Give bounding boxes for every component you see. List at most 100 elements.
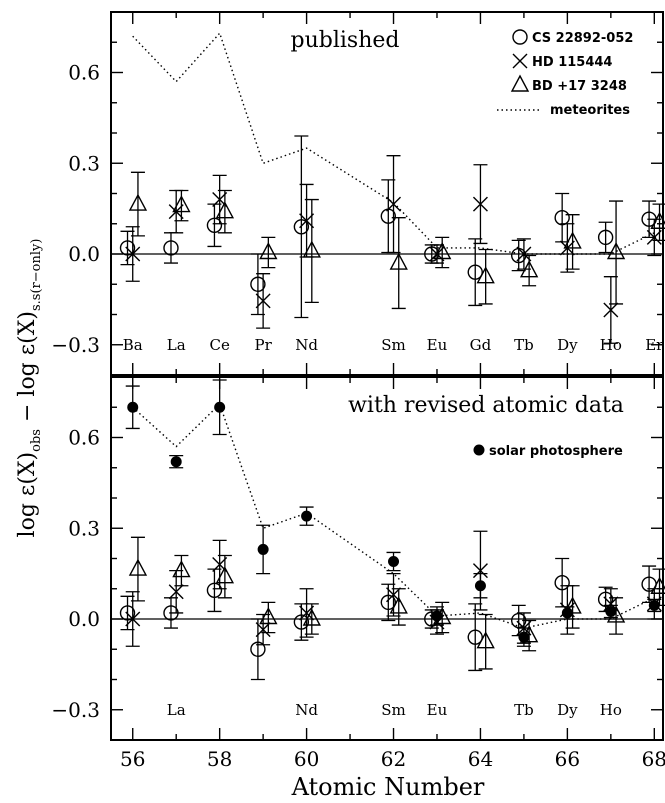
data-point	[259, 606, 278, 625]
panel-title: published	[291, 28, 400, 53]
error-bar	[391, 217, 406, 310]
data-point	[125, 611, 141, 627]
series-cs-22892-052	[119, 135, 657, 319]
element-label: Gd	[470, 336, 492, 354]
x-tick-label: 56	[120, 747, 145, 771]
data-point	[302, 240, 321, 258]
element-label: Er	[645, 336, 664, 354]
data-point	[606, 242, 626, 260]
legend-label: solar photosphere	[489, 444, 623, 459]
error-bar	[217, 189, 232, 234]
element-label: Ho	[600, 336, 622, 354]
element-label: Eu	[427, 701, 448, 719]
data-point	[519, 625, 539, 643]
y-axis-title-subscript: obs	[29, 429, 44, 452]
data-point	[214, 401, 226, 413]
error-bar	[652, 203, 665, 242]
element-label: Pr	[254, 336, 272, 354]
data-point	[472, 196, 488, 212]
data-point	[250, 276, 266, 292]
data-point	[467, 629, 483, 645]
y-tick-label: 0.6	[68, 426, 100, 450]
data-point	[163, 240, 179, 256]
data-point	[563, 596, 582, 614]
element-label: Ba	[123, 336, 143, 354]
legend-label: meteorites	[550, 103, 630, 118]
error-bar	[391, 588, 406, 626]
data-point	[301, 510, 313, 522]
error-bar	[163, 232, 178, 264]
y-tick-label: 0.3	[68, 151, 100, 175]
error-bar	[565, 214, 580, 270]
series-hd-115444	[125, 530, 662, 647]
element-label: Sm	[381, 336, 406, 354]
x-axis-title: Atomic Number	[291, 773, 485, 801]
element-label: Ho	[600, 701, 622, 719]
legend-label: CS 22892-052	[532, 31, 633, 46]
meteorites-line	[132, 31, 655, 255]
data-point	[172, 560, 191, 578]
data-point	[255, 293, 271, 309]
element-label: Nd	[295, 336, 318, 354]
data-point	[128, 193, 148, 211]
data-point	[563, 231, 582, 249]
legend-label: HD 115444	[532, 55, 612, 70]
data-point	[424, 246, 440, 262]
series-bd-17-3248	[128, 536, 665, 670]
element-label: Eu	[427, 336, 448, 354]
element-label: La	[167, 701, 186, 719]
series-bd-17-3248	[128, 171, 665, 310]
data-point	[519, 260, 539, 278]
legend-marker	[510, 74, 530, 92]
data-point	[293, 219, 310, 235]
data-point	[172, 195, 191, 213]
data-point	[125, 246, 141, 262]
data-point	[476, 631, 495, 649]
x-tick-label: 58	[207, 747, 232, 771]
y-axis-title-part: − log ε(X)	[15, 311, 40, 429]
panel-title: with revised atomic data	[348, 393, 624, 418]
error-bar	[609, 597, 624, 635]
y-axis-title: log ε(X)obs − log ε(X)s.s(r−only)	[15, 239, 44, 538]
element-label: Tb	[514, 336, 534, 354]
data-point	[127, 401, 139, 413]
data-point	[259, 242, 278, 260]
series-hd-115444	[125, 155, 662, 344]
chart-panels: −0.3 0.0 0.3 0.6 Ba La Ce Pr Nd Sm Eu Gd Tb Dy Ho Er pub…	[51, 11, 665, 771]
data-point	[380, 594, 397, 611]
error-bar	[304, 198, 319, 304]
element-label: La	[167, 336, 186, 354]
error-bar	[565, 585, 580, 629]
error-bar	[130, 536, 145, 602]
meteorites-line	[132, 402, 655, 629]
data-point	[388, 556, 400, 568]
plot-frame	[110, 376, 664, 741]
data-point	[476, 266, 495, 284]
data-point	[389, 252, 408, 270]
error-bar	[598, 221, 613, 254]
series-cs-22892-052	[119, 557, 657, 681]
data-point	[250, 641, 266, 657]
y-tick-label: 0.0	[68, 242, 100, 266]
data-point	[554, 209, 570, 226]
x-tick-label: 68	[642, 747, 665, 771]
data-point	[650, 211, 665, 229]
element-label: Tb	[514, 701, 534, 719]
panel-1: −0.3 0.0 0.3 0.6 Ba La Ce Pr Nd Sm Eu Gd Tb Dy Ho Er pub…	[51, 11, 665, 376]
data-point	[119, 240, 136, 256]
legend-label: BD +17 3248	[532, 79, 627, 94]
x-tick-label: 62	[381, 747, 406, 771]
data-point	[293, 614, 310, 630]
y-tick-label: 0.0	[68, 607, 100, 631]
data-point	[168, 584, 184, 600]
data-point	[206, 217, 223, 233]
data-point	[467, 264, 483, 280]
error-bar	[652, 568, 665, 607]
error-bar	[130, 171, 145, 237]
element-label: Ce	[209, 336, 229, 354]
error-bar	[217, 554, 232, 599]
data-point	[128, 558, 148, 576]
data-point	[554, 575, 570, 591]
data-point	[606, 605, 626, 623]
